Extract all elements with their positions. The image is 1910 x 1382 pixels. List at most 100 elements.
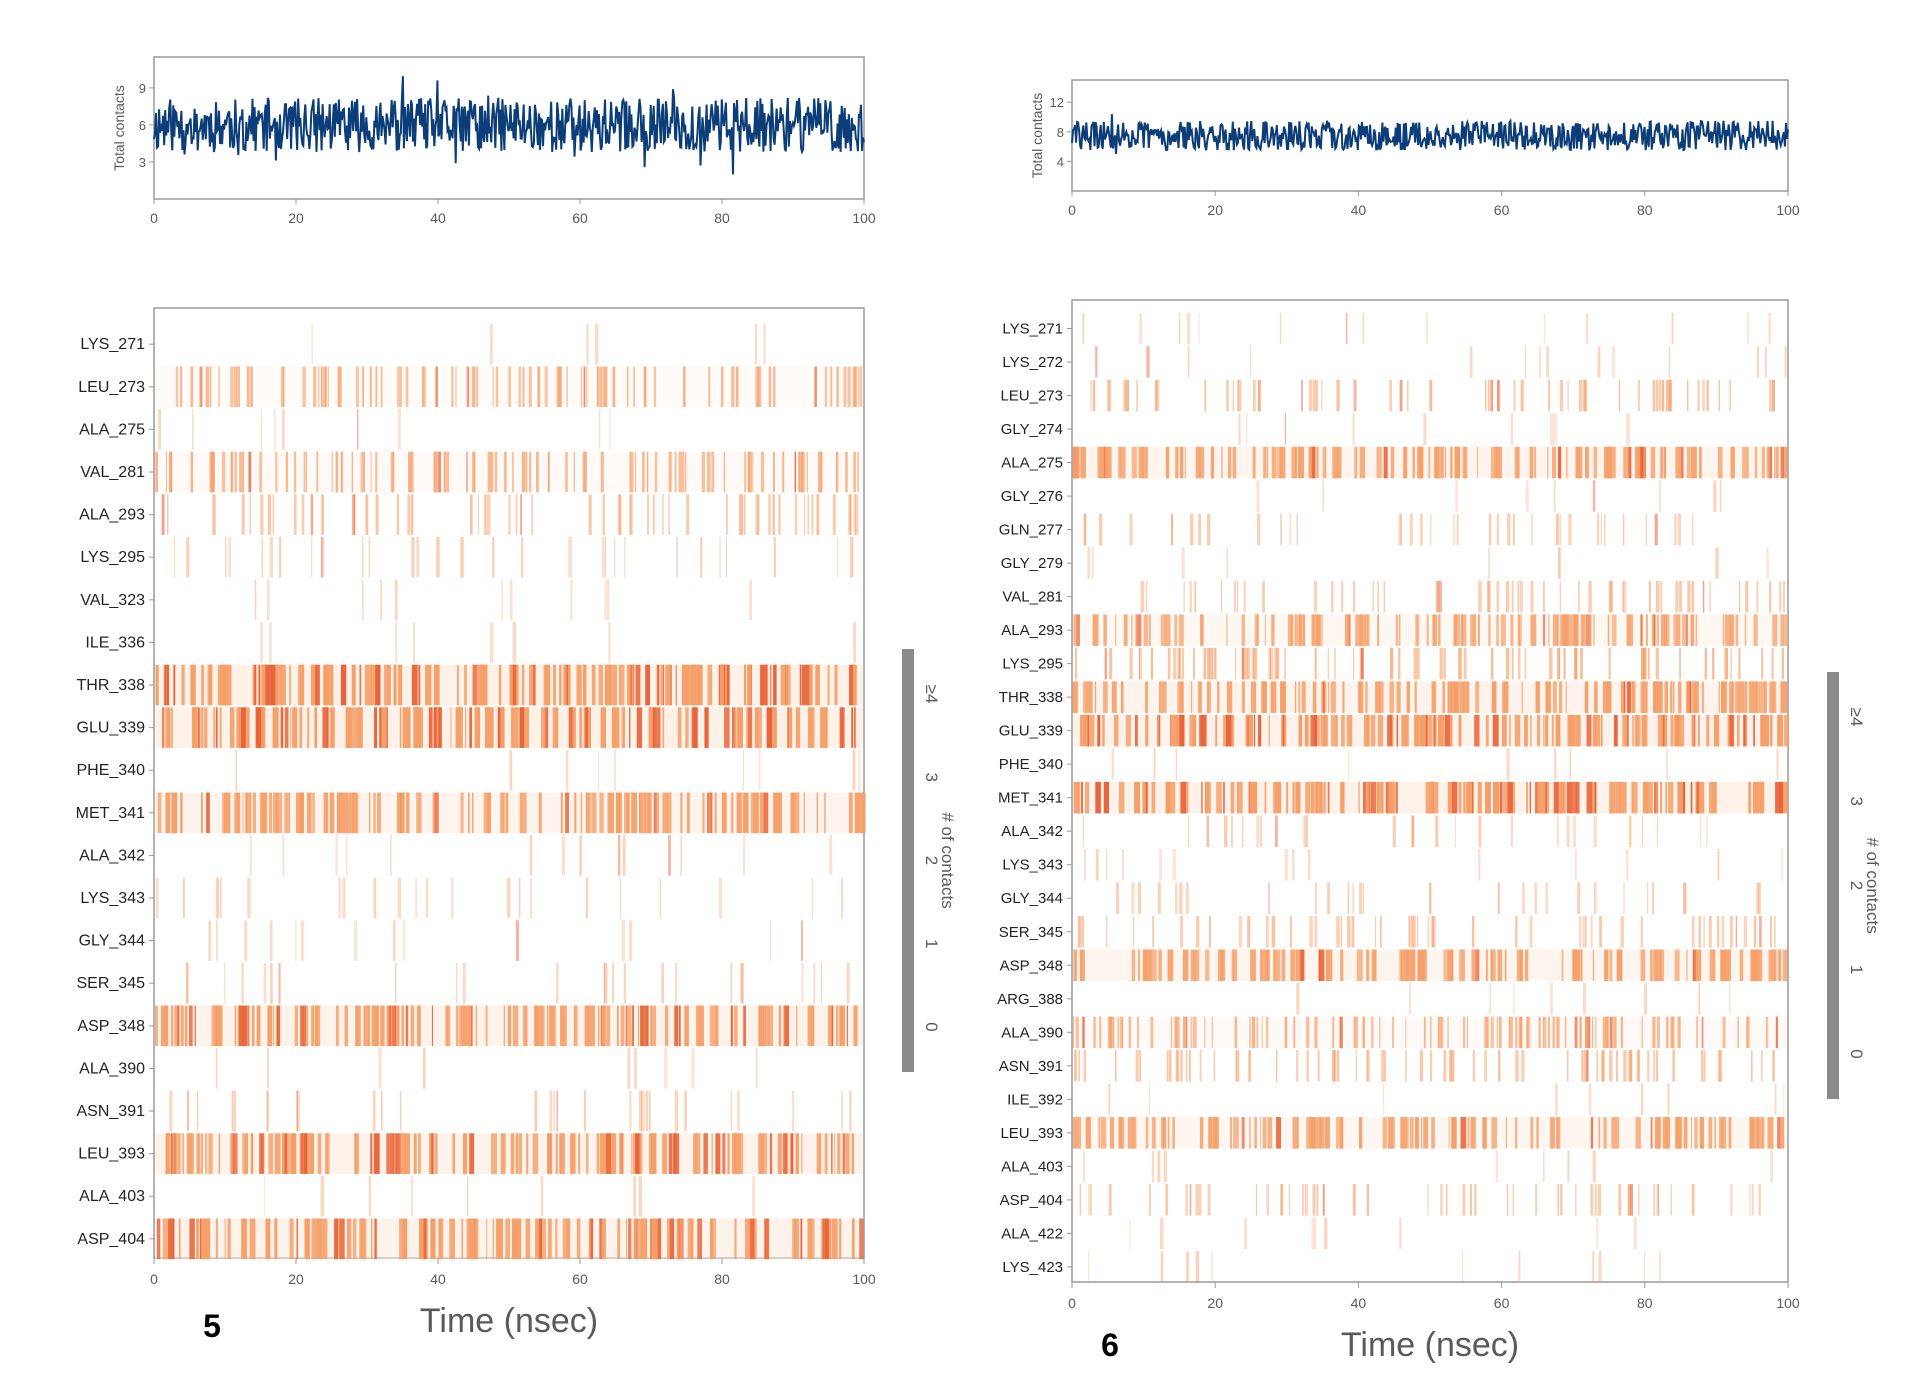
contact-stripe bbox=[1207, 513, 1211, 546]
contact-stripe bbox=[1252, 681, 1257, 713]
contact-stripe bbox=[1545, 882, 1548, 914]
contact-stripe bbox=[1427, 916, 1429, 948]
contact-stripe bbox=[755, 366, 759, 408]
contact-stripe bbox=[1186, 882, 1189, 914]
contact-stripe bbox=[1753, 916, 1757, 948]
contact-stripe bbox=[852, 366, 856, 408]
contact-stripe bbox=[290, 1133, 297, 1174]
contact-stripe bbox=[1099, 513, 1103, 546]
timeline-ytick-label: 6 bbox=[139, 118, 146, 133]
contact-stripe bbox=[1236, 781, 1239, 814]
contact-stripe bbox=[1261, 949, 1264, 981]
contact-stripe bbox=[529, 835, 533, 876]
contact-stripe bbox=[1282, 714, 1285, 747]
contact-stripe bbox=[280, 707, 283, 748]
contact-stripe bbox=[411, 536, 415, 578]
contact-stripe bbox=[1637, 1050, 1640, 1082]
contact-stripe bbox=[1378, 681, 1384, 713]
contact-stripe bbox=[1701, 1050, 1704, 1082]
contact-stripe bbox=[436, 707, 439, 748]
contact-stripe bbox=[207, 1218, 211, 1260]
contact-stripe bbox=[512, 622, 516, 663]
contact-stripe bbox=[423, 366, 426, 408]
contact-stripe bbox=[1602, 681, 1606, 713]
contact-stripe bbox=[1752, 1184, 1754, 1216]
contact-stripe bbox=[1410, 949, 1413, 981]
contact-stripe bbox=[1353, 1016, 1355, 1049]
contact-stripe bbox=[1508, 1016, 1510, 1049]
contact-stripe bbox=[202, 1218, 204, 1260]
contact-stripe bbox=[1496, 1016, 1499, 1049]
contact-stripe bbox=[1437, 1016, 1439, 1049]
contact-stripe bbox=[1262, 580, 1265, 613]
contact-stripe bbox=[1521, 1050, 1525, 1082]
contact-stripe bbox=[1576, 446, 1579, 479]
contact-stripe bbox=[416, 707, 421, 748]
contact-stripe bbox=[1677, 513, 1682, 546]
contact-stripe bbox=[401, 1005, 405, 1047]
contact-stripe bbox=[1450, 714, 1453, 747]
contact-stripe bbox=[1657, 714, 1664, 747]
contact-stripe bbox=[1375, 916, 1377, 948]
contact-stripe bbox=[1209, 916, 1211, 948]
contact-stripe bbox=[731, 792, 734, 834]
contact-stripe bbox=[721, 792, 727, 834]
contact-stripe bbox=[1106, 681, 1108, 713]
contact-stripe bbox=[741, 962, 744, 1004]
contact-stripe bbox=[1132, 916, 1134, 948]
contact-stripe bbox=[1717, 1050, 1721, 1082]
contact-stripe bbox=[1465, 781, 1470, 814]
contact-stripe bbox=[1627, 1184, 1630, 1216]
contact-stripe bbox=[1353, 647, 1355, 680]
contact-stripe bbox=[1162, 1117, 1167, 1149]
contact-stripe bbox=[186, 1133, 192, 1174]
contact-stripe bbox=[744, 1218, 751, 1260]
contact-stripe bbox=[711, 1218, 714, 1260]
contact-stripe bbox=[1653, 681, 1660, 713]
contact-stripe bbox=[1250, 949, 1256, 981]
contact-stripe bbox=[1244, 1217, 1247, 1250]
contact-stripe bbox=[311, 323, 313, 365]
contact-stripe bbox=[1665, 1117, 1671, 1149]
contact-stripe bbox=[1176, 1016, 1180, 1049]
contact-stripe bbox=[1609, 949, 1613, 981]
contact-stripe bbox=[1700, 815, 1702, 847]
contact-stripe bbox=[1226, 379, 1229, 412]
contact-stripe bbox=[1594, 681, 1598, 713]
contact-stripe bbox=[263, 962, 267, 1004]
contact-stripe bbox=[410, 1005, 415, 1047]
contact-stripe bbox=[1367, 781, 1369, 814]
contact-stripe bbox=[853, 451, 856, 493]
contact-stripe bbox=[1779, 580, 1782, 613]
contact-stripe bbox=[1774, 681, 1777, 713]
contact-stripe bbox=[1779, 949, 1781, 981]
residue-label: ALA_403 bbox=[79, 1188, 145, 1205]
contact-stripe bbox=[755, 323, 757, 365]
contact-stripe bbox=[300, 920, 305, 961]
contact-stripe bbox=[1737, 714, 1740, 747]
contact-stripe bbox=[639, 792, 644, 834]
contact-stripe bbox=[469, 1133, 475, 1174]
contact-stripe bbox=[1390, 446, 1395, 479]
contact-stripe bbox=[769, 920, 771, 961]
contact-stripe bbox=[1177, 681, 1184, 713]
contact-stripe bbox=[349, 792, 354, 834]
contact-stripe bbox=[1158, 949, 1162, 981]
contact-stripe bbox=[431, 1133, 434, 1174]
contact-stripe bbox=[1110, 1016, 1113, 1049]
contact-stripe bbox=[1502, 781, 1507, 814]
contact-stripe bbox=[1724, 614, 1730, 646]
contact-stripe bbox=[395, 622, 398, 663]
contact-stripe bbox=[180, 366, 182, 408]
contact-stripe bbox=[803, 494, 806, 535]
contact-stripe bbox=[596, 1133, 600, 1174]
contact-stripe bbox=[465, 707, 467, 748]
contact-stripe bbox=[1077, 916, 1081, 948]
contact-stripe bbox=[408, 707, 411, 748]
contact-stripe bbox=[1694, 681, 1699, 713]
contact-stripe bbox=[172, 792, 178, 834]
contact-stripe bbox=[425, 877, 429, 919]
contact-stripe bbox=[519, 1218, 522, 1260]
contact-stripe bbox=[586, 1005, 589, 1047]
contact-stripe bbox=[645, 664, 648, 706]
